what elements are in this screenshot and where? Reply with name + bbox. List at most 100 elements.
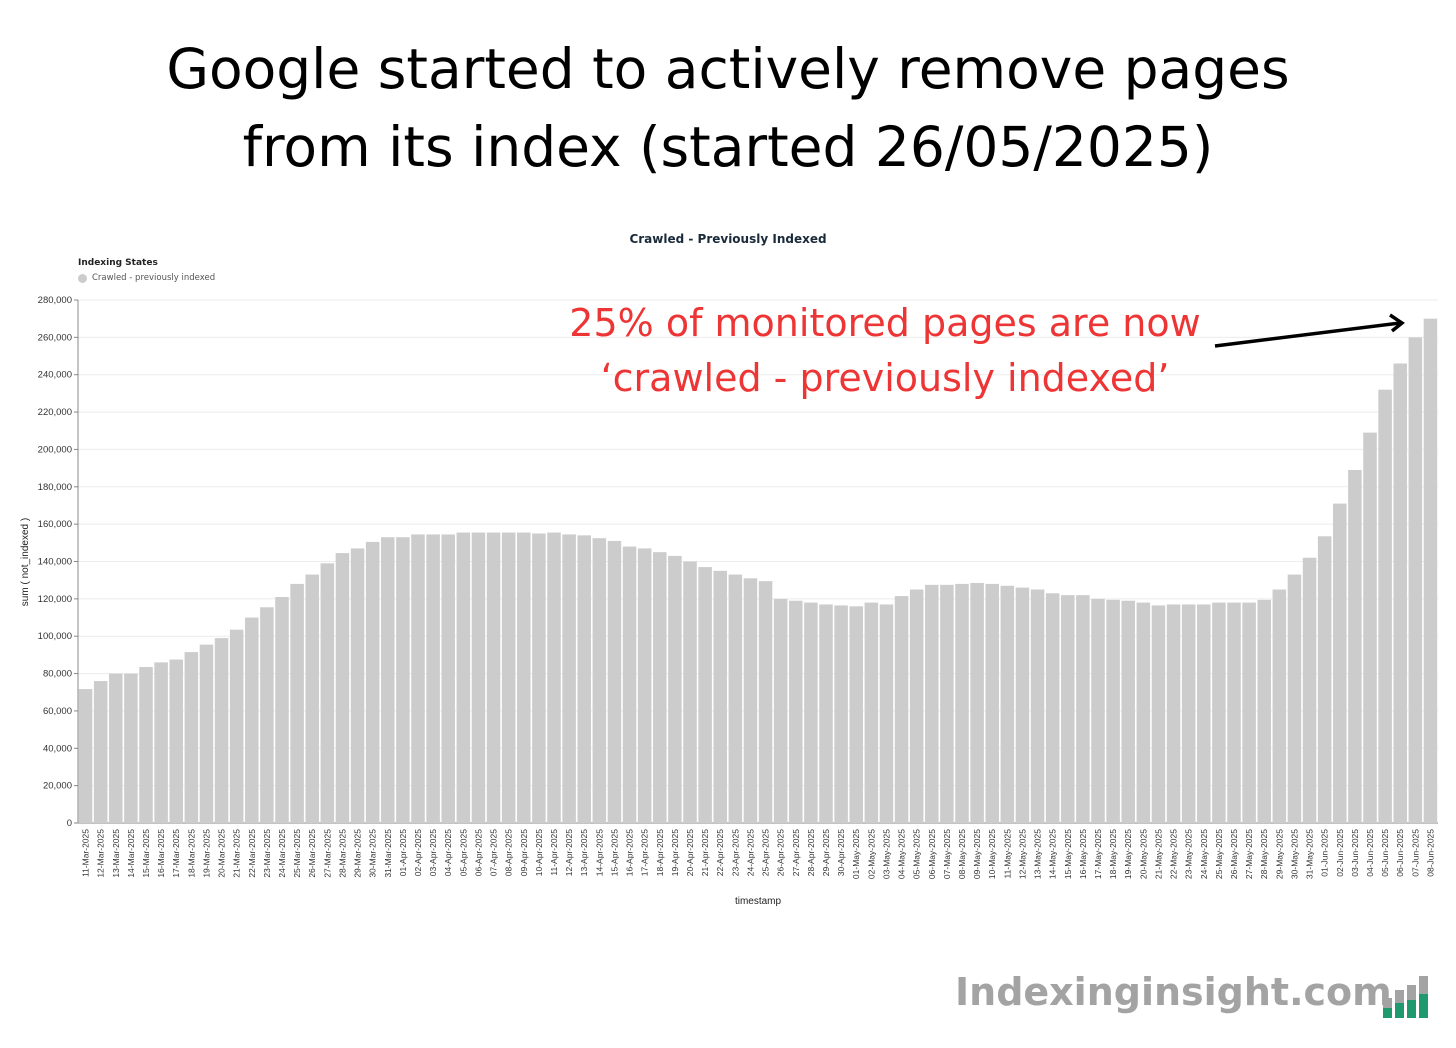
bar[interactable] [1000,585,1015,823]
bar[interactable] [245,617,259,823]
bar[interactable] [804,602,818,823]
bar[interactable] [365,541,380,823]
bar[interactable] [1045,593,1060,823]
logo-text: Indexinginsight.com [955,970,1392,1014]
bar[interactable] [109,673,123,823]
bar[interactable] [1302,557,1317,823]
annotation-arrow [1214,313,1405,348]
bar[interactable] [789,600,803,823]
bar[interactable] [139,667,153,823]
x-tick-label: 27-Apr-2025 [791,829,801,877]
bar[interactable] [653,552,667,823]
bar[interactable] [773,598,788,823]
bar[interactable] [547,532,561,823]
bar[interactable] [1121,600,1135,823]
bar[interactable] [1363,432,1377,823]
bar[interactable] [1423,318,1438,823]
bar[interactable] [275,596,289,823]
bar[interactable] [78,689,93,823]
bar[interactable] [1242,602,1256,823]
bar[interactable] [426,534,440,823]
bar[interactable] [229,629,244,823]
bar[interactable] [1076,595,1090,823]
bar[interactable] [532,533,546,823]
bar[interactable] [517,532,531,823]
bar[interactable] [350,548,365,823]
bar[interactable] [683,561,697,824]
bar[interactable] [486,532,501,823]
bar[interactable] [260,607,274,823]
bar[interactable] [637,548,652,823]
bar[interactable] [501,532,516,823]
bar[interactable] [849,606,863,823]
bar[interactable] [154,662,168,823]
bar[interactable] [925,584,939,823]
bar[interactable] [169,659,183,823]
bar[interactable] [592,538,607,823]
bar[interactable] [1348,469,1362,823]
bar[interactable] [970,582,984,823]
bar[interactable] [290,583,304,823]
bar[interactable] [728,574,743,823]
bar[interactable] [335,553,350,823]
bar[interactable] [93,681,108,823]
bar[interactable] [1408,337,1423,823]
headline-line-2: from its index (started 26/05/2025) [242,115,1214,179]
x-tick-label: 30-Apr-2025 [836,829,846,877]
bar[interactable] [1317,536,1332,823]
bar[interactable] [1272,589,1287,823]
bar[interactable] [441,534,455,823]
bar[interactable] [1227,602,1241,823]
bar[interactable] [1136,602,1151,823]
bar[interactable] [1151,605,1166,823]
bar[interactable] [124,673,138,823]
bar[interactable] [1061,595,1075,823]
bar[interactable] [1378,389,1392,823]
bar[interactable] [396,537,410,823]
bar[interactable] [214,638,229,823]
bar[interactable] [864,602,879,823]
bar[interactable] [955,583,969,823]
x-tick-label: 05-Apr-2025 [458,829,468,877]
bar[interactable] [743,578,758,823]
bar[interactable] [577,535,591,823]
bar[interactable] [1212,602,1226,823]
bar[interactable] [471,532,486,823]
bar[interactable] [819,604,833,823]
bar[interactable] [607,540,622,823]
bar[interactable] [184,652,199,823]
bar[interactable] [1030,589,1045,823]
bar[interactable] [1166,604,1181,823]
bar[interactable] [668,555,682,823]
bar[interactable] [985,583,999,823]
bar[interactable] [713,570,727,823]
bar[interactable] [879,604,894,823]
bar[interactable] [456,532,471,823]
x-tick-label: 19-Mar-2025 [201,829,211,878]
bar[interactable] [1091,598,1105,823]
bar[interactable] [1257,599,1271,823]
bar[interactable] [1393,363,1407,823]
bar[interactable] [305,574,319,823]
bar[interactable] [199,644,214,823]
bar[interactable] [894,596,909,823]
bar[interactable] [381,537,395,823]
x-tick-label: 28-Apr-2025 [806,829,816,877]
bar[interactable] [834,605,848,823]
bar[interactable] [1287,574,1302,823]
bar[interactable] [622,546,637,823]
x-tick-label: 03-Apr-2025 [428,829,438,877]
bar[interactable] [698,567,712,823]
legend-item[interactable]: Crawled - previously indexed [78,273,215,283]
bar[interactable] [909,589,924,823]
bar[interactable] [320,563,335,823]
bar[interactable] [1015,587,1030,823]
bar[interactable] [562,534,576,823]
bar[interactable] [1197,604,1211,823]
bar[interactable] [411,534,425,823]
bar[interactable] [940,584,954,823]
bar[interactable] [1106,599,1120,823]
bar[interactable] [1181,604,1196,823]
bar[interactable] [758,581,773,823]
bar[interactable] [1333,503,1347,823]
